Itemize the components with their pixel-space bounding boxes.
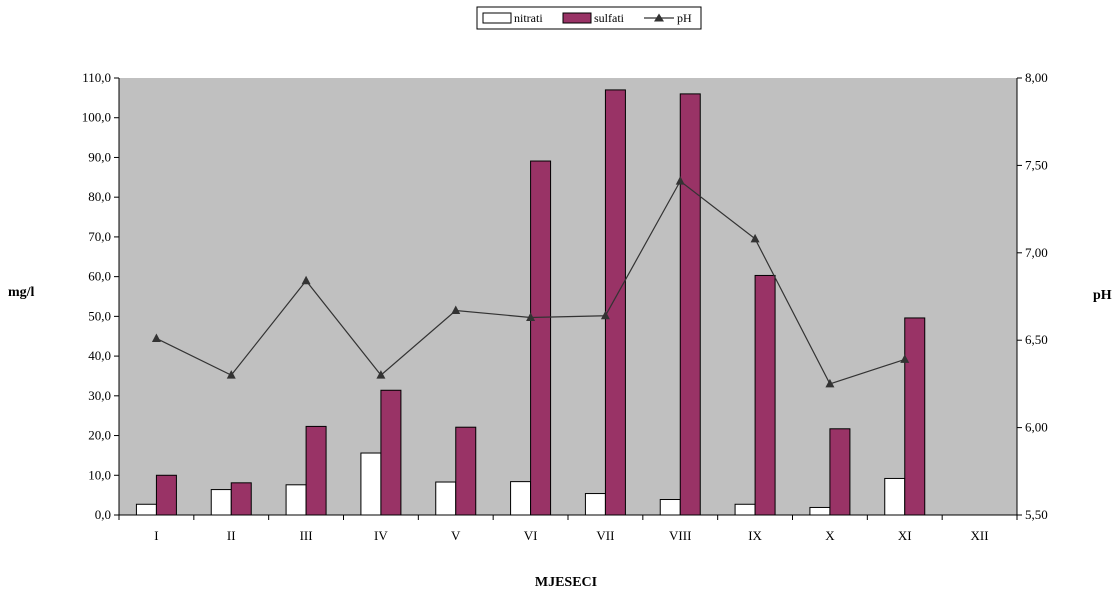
bar-nitrati bbox=[809, 506, 831, 516]
legend-label-ph: pH bbox=[677, 11, 692, 25]
marker-pH bbox=[526, 312, 536, 321]
legend: nitrati sulfati pH bbox=[476, 6, 702, 30]
marker-pH bbox=[151, 333, 161, 342]
left-tick-label: 80,0 bbox=[88, 189, 111, 204]
left-axis-ticks: 0,0 10,0 20,0 30,0 40,0 50,0 60,0 70,0 80,0 90,0 1… bbox=[82, 70, 119, 522]
bar-sulfati bbox=[530, 160, 552, 516]
x-axis-ticks: I II III IV V VI VII VIII IX X XI XII bbox=[118, 515, 1018, 543]
marker-pH bbox=[376, 370, 386, 379]
bars-layer bbox=[135, 89, 926, 516]
marker-pH bbox=[600, 310, 610, 320]
left-tick-label: 50,0 bbox=[88, 308, 111, 323]
bar-sulfati bbox=[754, 274, 776, 516]
right-tick-label: 7,00 bbox=[1025, 245, 1048, 260]
plot-area bbox=[119, 78, 1017, 515]
marker-pH bbox=[825, 378, 835, 388]
legend-swatch-nitrati bbox=[482, 12, 512, 24]
marker-pH bbox=[451, 305, 461, 314]
left-axis-title: mg/l bbox=[8, 285, 35, 300]
bar-nitrati bbox=[360, 452, 382, 516]
x-category-label: II bbox=[227, 528, 236, 543]
left-tick-label: 70,0 bbox=[88, 229, 111, 244]
ph-line-layer bbox=[151, 176, 910, 388]
bar-nitrati bbox=[734, 503, 756, 516]
x-category-label: XI bbox=[898, 528, 912, 543]
x-category-label: IV bbox=[374, 528, 388, 543]
bar-nitrati bbox=[135, 503, 157, 516]
left-tick-label: 20,0 bbox=[88, 428, 111, 443]
bar-sulfati bbox=[679, 93, 701, 516]
x-category-label: IX bbox=[748, 528, 762, 543]
x-category-label: III bbox=[300, 528, 313, 543]
marker-pH bbox=[226, 370, 236, 379]
bar-nitrati bbox=[435, 481, 457, 516]
x-category-label: VIII bbox=[669, 528, 691, 543]
left-tick-label: 0,0 bbox=[95, 507, 111, 522]
bar-sulfati bbox=[604, 89, 626, 516]
bar-sulfati bbox=[829, 428, 851, 516]
right-tick-label: 6,50 bbox=[1025, 332, 1048, 347]
x-category-label: I bbox=[154, 528, 158, 543]
bar-sulfati bbox=[155, 474, 177, 516]
legend-label-nitrati: nitrati bbox=[514, 11, 543, 25]
right-axis-title: pH bbox=[1093, 288, 1112, 303]
bar-sulfati bbox=[455, 426, 477, 516]
bar-nitrati bbox=[884, 477, 906, 516]
bar-nitrati bbox=[510, 481, 532, 516]
bar-sulfati bbox=[380, 389, 402, 516]
x-category-label: V bbox=[451, 528, 461, 543]
marker-pH bbox=[900, 354, 910, 363]
left-tick-label: 90,0 bbox=[88, 149, 111, 164]
marker-pH bbox=[675, 176, 685, 185]
bar-sulfati bbox=[305, 425, 327, 516]
right-axis-ticks: 5,50 6,00 6,50 7,00 7,50 8,00 bbox=[1017, 70, 1048, 522]
bar-sulfati bbox=[230, 482, 252, 516]
legend-swatch-sulfati bbox=[562, 12, 592, 24]
right-tick-label: 5,50 bbox=[1025, 507, 1048, 522]
legend-label-sulfati: sulfati bbox=[594, 11, 625, 25]
left-tick-label: 10,0 bbox=[88, 467, 111, 482]
legend-marker-ph bbox=[654, 13, 664, 22]
bar-nitrati bbox=[285, 484, 307, 516]
right-tick-label: 6,00 bbox=[1025, 420, 1048, 435]
left-tick-label: 40,0 bbox=[88, 348, 111, 363]
left-tick-label: 60,0 bbox=[88, 269, 111, 284]
x-category-label: XII bbox=[971, 528, 989, 543]
bar-sulfati bbox=[904, 317, 926, 516]
bar-nitrati bbox=[659, 499, 681, 516]
marker-pH bbox=[750, 233, 760, 243]
bar-nitrati bbox=[210, 489, 232, 516]
bar-nitrati bbox=[584, 493, 606, 516]
left-tick-label: 100,0 bbox=[82, 110, 111, 125]
x-category-label: VII bbox=[596, 528, 614, 543]
right-tick-label: 7,50 bbox=[1025, 157, 1048, 172]
left-tick-label: 110,0 bbox=[82, 70, 111, 85]
x-axis-title: MJESECI bbox=[535, 575, 597, 590]
marker-pH bbox=[301, 275, 311, 285]
right-tick-label: 8,00 bbox=[1025, 70, 1048, 85]
x-category-label: VI bbox=[524, 528, 538, 543]
left-tick-label: 30,0 bbox=[88, 388, 111, 403]
x-category-label: X bbox=[825, 528, 835, 543]
